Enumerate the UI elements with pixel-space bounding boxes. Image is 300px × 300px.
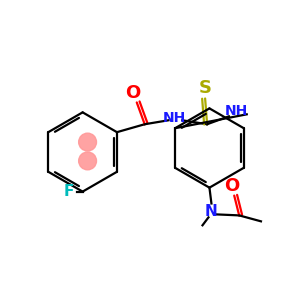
Text: O: O xyxy=(225,177,240,195)
Text: NH: NH xyxy=(225,104,248,118)
Text: NH: NH xyxy=(163,111,186,125)
Circle shape xyxy=(79,152,97,170)
Text: N: N xyxy=(205,204,218,219)
Text: F: F xyxy=(64,184,74,199)
Text: O: O xyxy=(125,83,140,101)
Text: S: S xyxy=(199,79,212,97)
Circle shape xyxy=(79,133,97,151)
